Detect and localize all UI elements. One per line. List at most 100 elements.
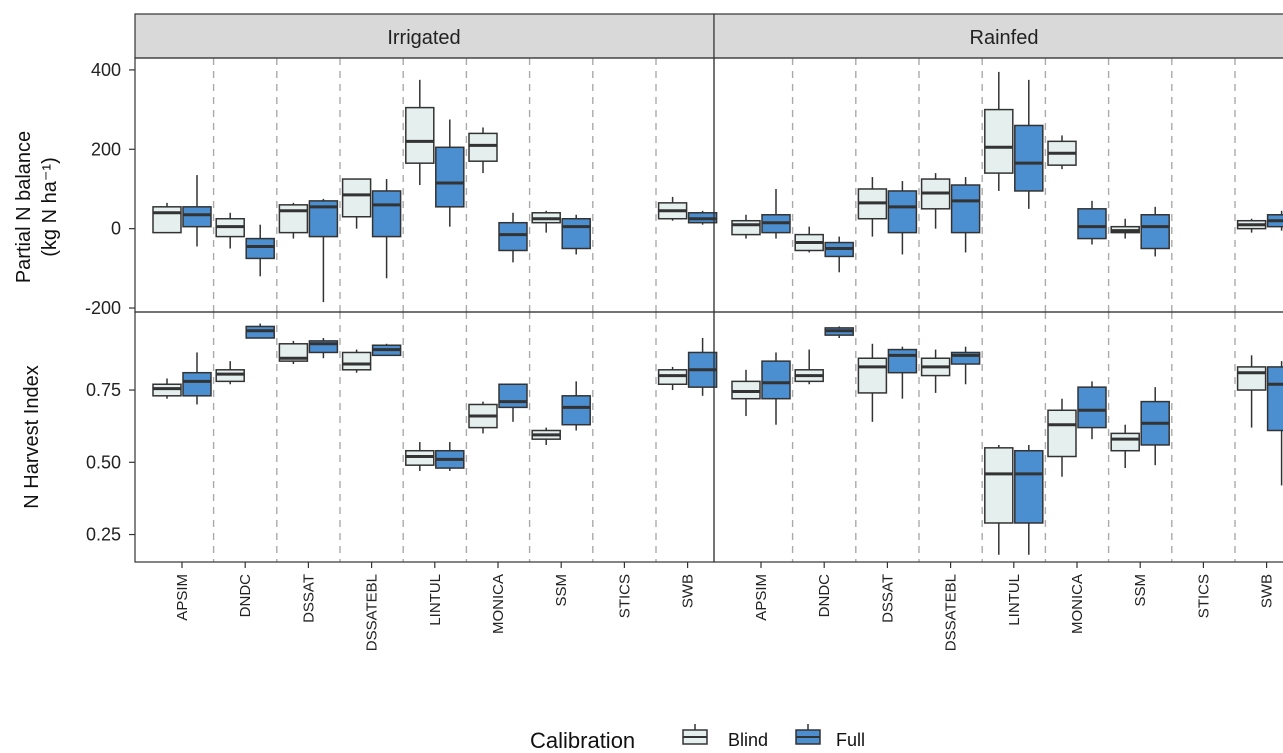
frame-rainfed-p1	[713, 311, 1283, 563]
legend: Calibration Blind Full	[530, 724, 865, 753]
box-rainfed-apsim-full-p1	[761, 352, 791, 425]
box-rainfed-swb-full-p1	[1266, 361, 1283, 486]
box-irrigated-dssat-blind-p0	[278, 202, 309, 239]
box-irrigated-dssat-full-p1	[308, 338, 339, 359]
box-rainfed-apsim-blind-p1	[731, 369, 761, 417]
box-body	[761, 360, 791, 400]
box-body	[245, 237, 275, 260]
box-body	[984, 108, 1014, 174]
ytick-label-p1-2: 0.25	[86, 525, 121, 545]
xtick-label-irrigated-monica: MONICA	[490, 574, 507, 634]
xtick-label-irrigated-dssatebl: DSSATEBL	[364, 574, 381, 651]
facet-strips: Irrigated Rainfed	[134, 13, 1283, 59]
box-body	[950, 351, 981, 365]
ytick-label-p1-1: 0.50	[86, 452, 121, 472]
box-irrigated-apsim-full-p0	[182, 175, 212, 247]
box-irrigated-dssatebl-full-p1	[371, 343, 402, 357]
box-irrigated-monica-blind-p1	[468, 401, 498, 434]
legend-key-full	[795, 724, 821, 745]
box-body	[984, 447, 1014, 524]
box-rainfed-dndc-blind-p1	[794, 349, 824, 385]
box-rainfed-dssatebl-blind-p0	[920, 173, 951, 229]
legend-key-blind	[682, 724, 708, 745]
box-rainfed-swb-blind-p0	[1236, 218, 1267, 233]
xtick-label-irrigated-ssm: SSM	[553, 574, 570, 607]
gridlines	[212, 58, 1236, 562]
ylabel-top-line1: Partial N balance	[13, 131, 35, 283]
box-irrigated-apsim-blind-p0	[152, 202, 182, 234]
box-body	[435, 146, 465, 208]
box-rainfed-swb-blind-p1	[1236, 355, 1267, 428]
box-irrigated-swb-blind-p1	[657, 366, 688, 391]
box-body	[1140, 214, 1170, 250]
box-rainfed-dssatebl-blind-p1	[920, 349, 951, 393]
box-rainfed-ssm-blind-p1	[1110, 424, 1140, 469]
box-body	[1047, 409, 1077, 458]
box-body	[498, 383, 528, 409]
xtick-label-rainfed-swb: SWB	[1259, 574, 1276, 608]
box-rainfed-dssat-full-p0	[887, 181, 918, 255]
strip-label-irrigated: Irrigated	[387, 27, 460, 49]
box-body	[887, 348, 918, 374]
legend-label-full: Full	[836, 730, 865, 750]
xtick-label-irrigated-swb: SWB	[680, 574, 697, 608]
box-body	[561, 395, 591, 426]
box-body	[498, 221, 528, 252]
box-irrigated-dssatebl-blind-p0	[341, 178, 372, 229]
box-body	[1236, 366, 1267, 391]
box-rainfed-dssatebl-full-p0	[950, 177, 981, 253]
box-irrigated-ssm-full-p1	[561, 381, 591, 431]
xtick-label-rainfed-apsim: APSIM	[753, 574, 770, 621]
box-rainfed-lintul-blind-p1	[984, 444, 1014, 555]
box-irrigated-lintul-full-p1	[435, 442, 465, 471]
box-body	[182, 371, 212, 397]
x-axis: APSIM DNDC DSSAT DSSATEBL LINTUL MONICA SSM STI…	[174, 562, 1276, 651]
legend-label-blind: Blind	[728, 730, 768, 750]
box-rainfed-apsim-full-p0	[761, 188, 791, 239]
box-irrigated-lintul-blind-p0	[405, 79, 435, 185]
xtick-label-rainfed-stics: STICS	[1195, 574, 1212, 618]
box-rainfed-dssat-blind-p1	[857, 343, 888, 422]
box-irrigated-swb-full-p0	[687, 210, 718, 225]
box-rainfed-ssm-full-p1	[1140, 387, 1170, 466]
boxplot-boxes	[152, 71, 1283, 555]
box-body	[371, 190, 402, 238]
box-irrigated-dndc-blind-p1	[215, 361, 245, 385]
box-rainfed-dssat-blind-p0	[857, 177, 888, 237]
box-body	[1266, 366, 1283, 432]
box-irrigated-ssm-blind-p0	[531, 210, 561, 233]
box-rainfed-ssm-full-p0	[1140, 206, 1170, 257]
xtick-label-rainfed-lintul: LINTUL	[1006, 574, 1023, 626]
box-irrigated-ssm-blind-p1	[531, 427, 561, 445]
box-rainfed-dndc-full-p1	[824, 326, 854, 339]
box-irrigated-dssatebl-blind-p1	[341, 349, 372, 373]
box-irrigated-dssat-blind-p1	[278, 340, 309, 365]
box-irrigated-dndc-full-p1	[245, 323, 275, 339]
box-irrigated-lintul-full-p0	[435, 119, 465, 227]
box-body	[341, 178, 372, 218]
box-irrigated-monica-full-p0	[498, 212, 528, 263]
y-axes: 400 200 0 -200 0.75 0.50 0.25	[85, 60, 135, 545]
box-irrigated-monica-blind-p0	[468, 127, 498, 174]
ytick-label-p0-3: -200	[85, 298, 121, 318]
ylabel-bottom: N Harvest Index	[21, 365, 43, 508]
box-body	[1110, 432, 1140, 452]
box-rainfed-swb-full-p0	[1266, 210, 1283, 231]
box-body	[308, 340, 339, 354]
ylabel-top-line2: (kg N ha⁻¹)	[39, 157, 61, 256]
xtick-label-irrigated-apsim: APSIM	[174, 574, 191, 621]
box-rainfed-monica-full-p1	[1077, 381, 1107, 440]
box-body	[405, 106, 435, 164]
box-irrigated-swb-full-p1	[687, 338, 718, 396]
box-rainfed-dssat-full-p1	[887, 346, 918, 399]
frame-irrigated-p1	[134, 311, 715, 563]
box-irrigated-dssatebl-full-p0	[371, 179, 402, 279]
box-body	[1014, 124, 1044, 192]
xtick-label-irrigated-lintul: LINTUL	[427, 574, 444, 626]
legend-title: Calibration	[530, 728, 635, 753]
box-rainfed-dndc-blind-p0	[794, 226, 824, 253]
xtick-label-rainfed-ssm: SSM	[1132, 574, 1149, 607]
panel-frames	[134, 57, 1283, 563]
box-body	[950, 184, 981, 234]
